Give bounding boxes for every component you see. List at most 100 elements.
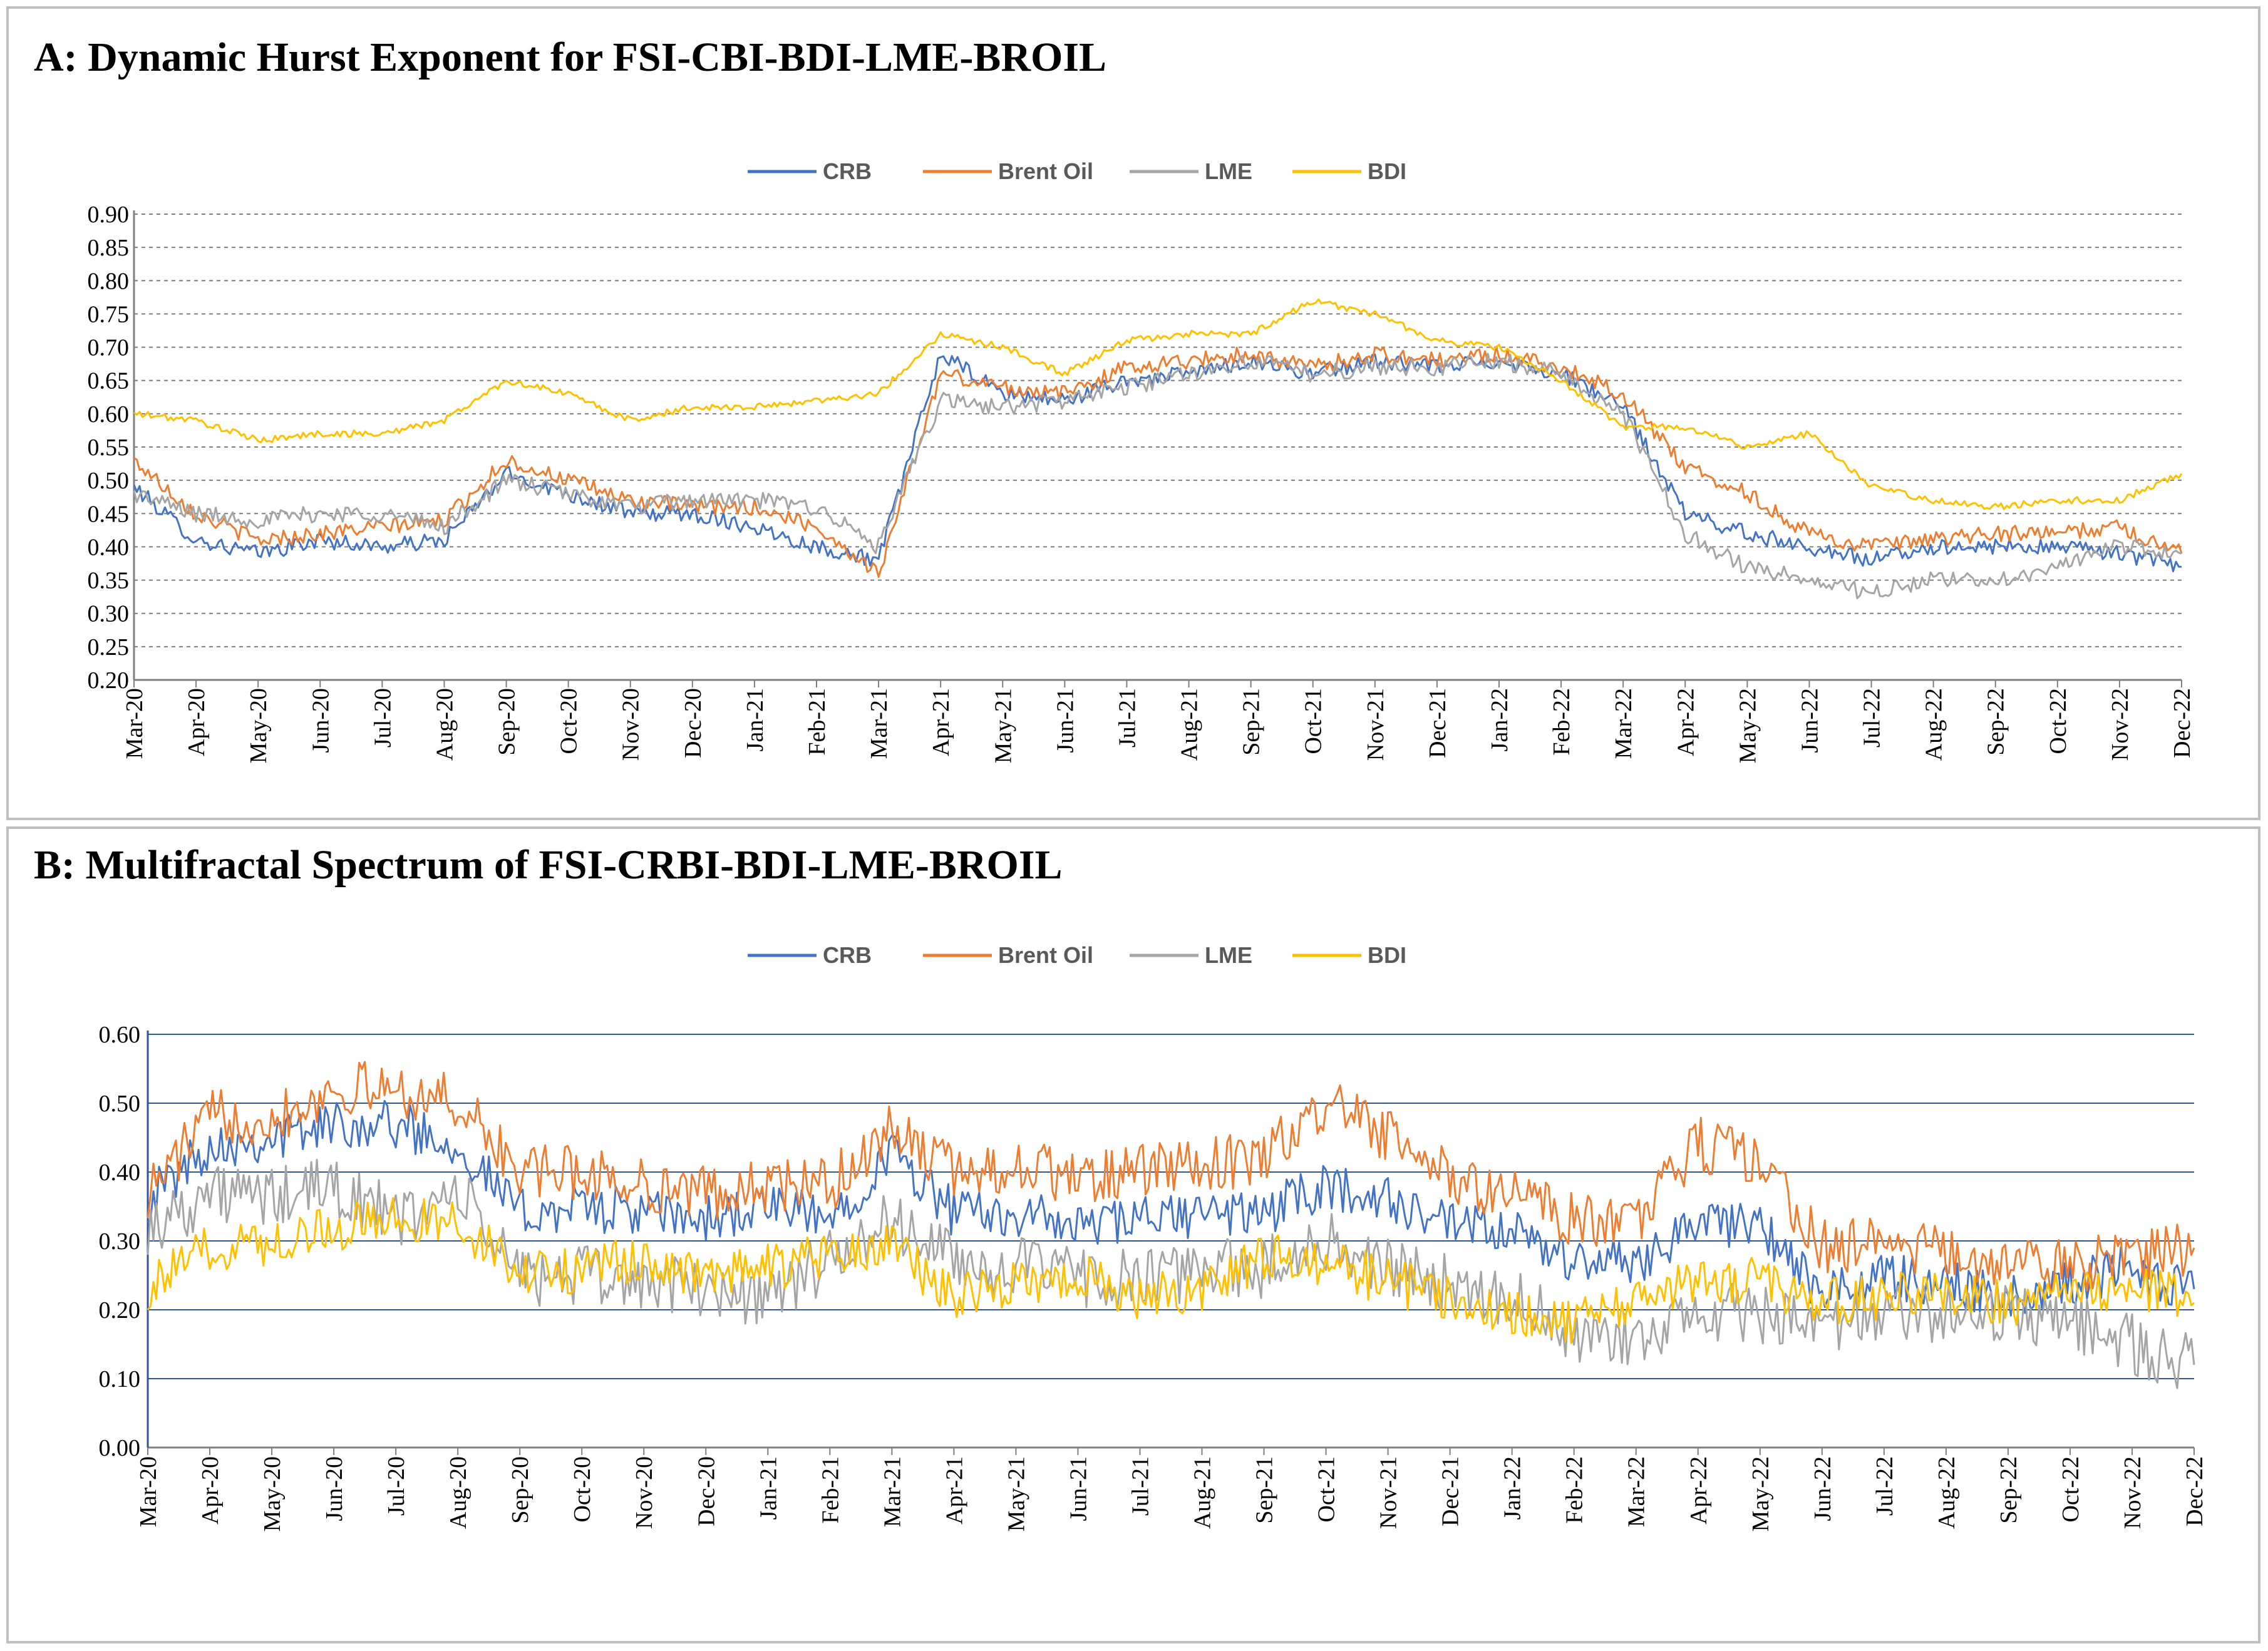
- x-tick-label: Oct-21: [1301, 688, 1327, 754]
- panel-b: B: Multifractal Spectrum of FSI-CRBI-BDI…: [6, 826, 2260, 1643]
- y-tick-label: 0.25: [88, 634, 130, 661]
- chart-b-svg: 0.00 0.10 0.20 0.30 0.40 0.50 0.60 Mar-20 Apr-20…: [99, 942, 2209, 1531]
- x-tick-label: Sep-22: [1983, 688, 2009, 756]
- x-tick-label: Mar-22: [1611, 688, 1637, 759]
- x-tick-label: Jun-20: [307, 688, 334, 753]
- y-tick-label: 0.55: [88, 435, 130, 461]
- legend-label: BDI: [1368, 942, 1406, 968]
- y-tick-label: 0.40: [99, 1160, 141, 1186]
- x-tick-label: Nov-20: [631, 1456, 657, 1529]
- x-tick-label: Jun-21: [1052, 688, 1078, 753]
- y-tick-label: 0.75: [88, 301, 130, 327]
- x-tick-label: Apr-21: [941, 1456, 967, 1525]
- chart-a-svg: 0.20 0.25 0.30 0.35 0.40 0.45 0.50 0.55 0.60 0.65…: [88, 158, 2196, 763]
- x-tick-label: May-21: [990, 688, 1016, 763]
- y-tick-label: 0.65: [88, 368, 130, 394]
- x-tick-label: Feb-22: [1549, 688, 1575, 756]
- x-tick-label: Nov-21: [1376, 1456, 1402, 1529]
- x-tick-label: Apr-22: [1673, 688, 1699, 756]
- x-tick-label: Nov-22: [2120, 1456, 2146, 1529]
- chart-title-a: A: Dynamic Hurst Exponent for FSI-CBI-BD…: [34, 34, 1107, 80]
- x-tick-label: Jul-22: [1859, 688, 1885, 748]
- x-tick-label: May-22: [1748, 1456, 1774, 1531]
- x-tick-label: Dec-21: [1425, 688, 1451, 758]
- x-tick-label: Jun-20: [321, 1456, 348, 1521]
- x-tick-label: Jul-22: [1872, 1456, 1898, 1516]
- x-tick-label: Jun-21: [1065, 1456, 1091, 1521]
- legend-label: LME: [1205, 158, 1252, 184]
- x-tick-label: Dec-22: [2182, 1456, 2208, 1526]
- x-tick-label: Oct-22: [2058, 1456, 2084, 1523]
- y-tick-label: 0.85: [88, 235, 130, 261]
- x-tick-label: Jul-20: [369, 688, 396, 748]
- series-line-crb: [133, 353, 2182, 573]
- y-tick-label: 0.50: [99, 1091, 141, 1117]
- x-tick-label: Mar-20: [121, 688, 148, 759]
- x-tick-label: Nov-21: [1363, 688, 1389, 761]
- panel-a: A: Dynamic Hurst Exponent for FSI-CBI-BD…: [6, 6, 2260, 820]
- y-tick-label: 0.30: [99, 1228, 141, 1255]
- x-tick-label: Mar-21: [879, 1456, 905, 1527]
- y-tick-label: 0.70: [88, 335, 130, 361]
- x-tick-label: Oct-20: [556, 688, 582, 754]
- x-tick-label: Jul-20: [383, 1456, 410, 1516]
- x-tick-label: Aug-21: [1190, 1456, 1216, 1529]
- x-tick-label: Feb-22: [1562, 1456, 1588, 1524]
- x-tick-label: Feb-21: [817, 1456, 843, 1524]
- y-tick-label: 0.45: [88, 501, 130, 527]
- x-tick-label: Feb-21: [804, 688, 830, 756]
- x-tick-label: Dec-21: [1438, 1456, 1464, 1526]
- x-tick-label: Aug-22: [1934, 1456, 1960, 1529]
- x-tick-label: Jan-21: [755, 1456, 781, 1520]
- x-tick-label: Dec-22: [2169, 688, 2195, 758]
- x-tick-label: Mar-22: [1624, 1456, 1650, 1527]
- x-tick-label: Dec-20: [693, 1456, 719, 1526]
- legend-label: CRB: [823, 942, 872, 968]
- x-tick-label: Jun-22: [1810, 1456, 1836, 1521]
- x-tick-label: Oct-20: [569, 1456, 595, 1523]
- x-tick-label: Sep-21: [1252, 1456, 1278, 1524]
- x-tick-label: Jan-22: [1500, 1456, 1526, 1520]
- series-line-lme: [133, 352, 2182, 600]
- series-line-brent-oil: [147, 1061, 2195, 1292]
- y-tick-label: 0.90: [88, 202, 130, 228]
- x-tick-label: Jan-22: [1487, 688, 1513, 751]
- legend-label: Brent Oil: [998, 942, 1093, 968]
- series-line-lme: [147, 1158, 2195, 1389]
- x-tick-label: Apr-21: [928, 688, 954, 756]
- y-tick-label: 0.40: [88, 534, 130, 560]
- x-tick-label: Jun-22: [1796, 688, 1823, 753]
- legend-label: BDI: [1368, 158, 1406, 184]
- x-tick-label: Apr-20: [183, 688, 210, 756]
- x-tick-label: Oct-21: [1314, 1456, 1340, 1523]
- legend-label: CRB: [823, 158, 872, 184]
- series-line-crb: [147, 1099, 2195, 1317]
- x-tick-label: May-20: [259, 1456, 286, 1531]
- x-tick-label: May-22: [1735, 688, 1761, 763]
- y-tick-label: 0.30: [88, 601, 130, 627]
- x-tick-label: Dec-20: [680, 688, 706, 758]
- x-tick-label: Apr-20: [197, 1456, 224, 1525]
- x-tick-label: Sep-20: [507, 1456, 533, 1524]
- y-tick-label: 0.00: [99, 1435, 141, 1461]
- x-tick-label: Nov-20: [618, 688, 644, 761]
- x-tick-label: Mar-21: [866, 688, 892, 759]
- y-tick-label: 0.50: [88, 468, 130, 494]
- x-tick-label: Aug-20: [445, 1456, 472, 1529]
- x-tick-label: Jan-21: [742, 688, 768, 751]
- x-tick-label: Jul-21: [1114, 688, 1140, 748]
- y-tick-label: 0.60: [88, 401, 130, 428]
- series-line-brent-oil: [133, 346, 2183, 579]
- x-tick-label: Oct-22: [2045, 688, 2071, 754]
- x-tick-label: Aug-21: [1177, 688, 1203, 761]
- x-tick-label: Apr-22: [1686, 1456, 1712, 1525]
- legend-label: Brent Oil: [998, 158, 1093, 184]
- y-tick-label: 0.80: [88, 268, 130, 294]
- x-tick-label: May-20: [245, 688, 272, 763]
- series-line-bdi: [133, 298, 2183, 510]
- x-tick-label: Sep-22: [1996, 1456, 2022, 1524]
- x-tick-label: Nov-22: [2107, 688, 2133, 761]
- y-tick-label: 0.20: [99, 1297, 141, 1324]
- y-tick-label: 0.35: [88, 568, 130, 594]
- x-tick-label: Jul-21: [1127, 1456, 1153, 1516]
